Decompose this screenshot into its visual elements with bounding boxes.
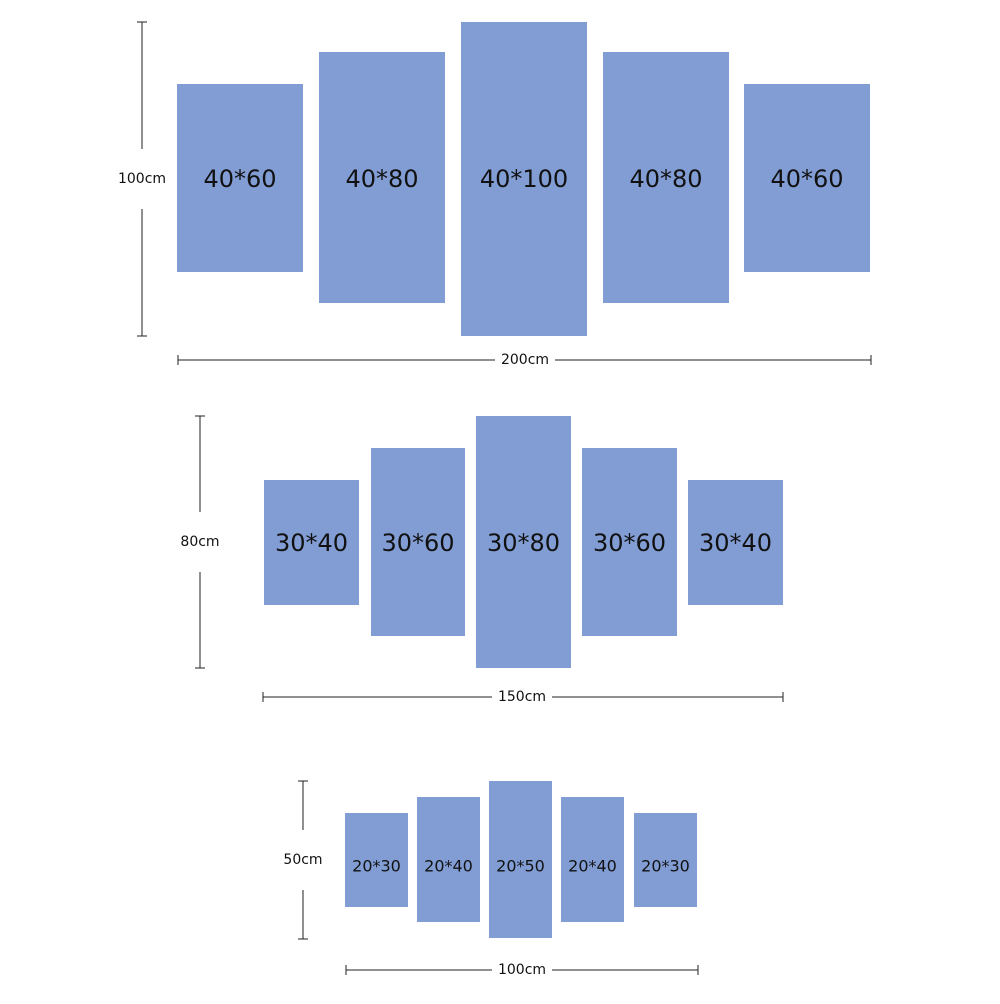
panel-label: 30*40 [275,529,348,557]
width-label: 100cm [498,962,546,978]
panel [582,448,677,636]
panel-label: 20*40 [424,857,473,876]
panel [744,84,870,272]
panel [319,52,445,303]
panel [489,781,552,938]
panel-label: 30*60 [593,529,666,557]
panel [264,480,359,605]
width-label: 150cm [498,689,546,705]
panel [461,22,587,336]
panel [603,52,729,303]
panel-label: 30*40 [699,529,772,557]
panel [476,416,571,668]
panel-label: 30*60 [381,529,454,557]
panel-label: 40*100 [480,165,568,193]
panel [688,480,783,605]
height-label: 50cm [283,852,322,868]
panel-label: 20*40 [568,857,617,876]
panel-label: 20*30 [641,857,690,876]
panel-label: 40*60 [203,165,276,193]
panel [177,84,303,272]
height-label: 80cm [180,534,219,550]
panel-label: 20*30 [352,857,401,876]
panel [371,448,465,636]
width-label: 200cm [501,352,549,368]
panel-label: 20*50 [496,857,545,876]
panel [634,813,697,907]
panel [417,797,480,922]
panel [561,797,624,922]
height-label: 100cm [118,171,166,187]
panel-label: 40*80 [345,165,418,193]
panel-label: 40*60 [770,165,843,193]
panel-label: 40*80 [629,165,702,193]
panel-label: 30*80 [487,529,560,557]
panel [345,813,408,907]
